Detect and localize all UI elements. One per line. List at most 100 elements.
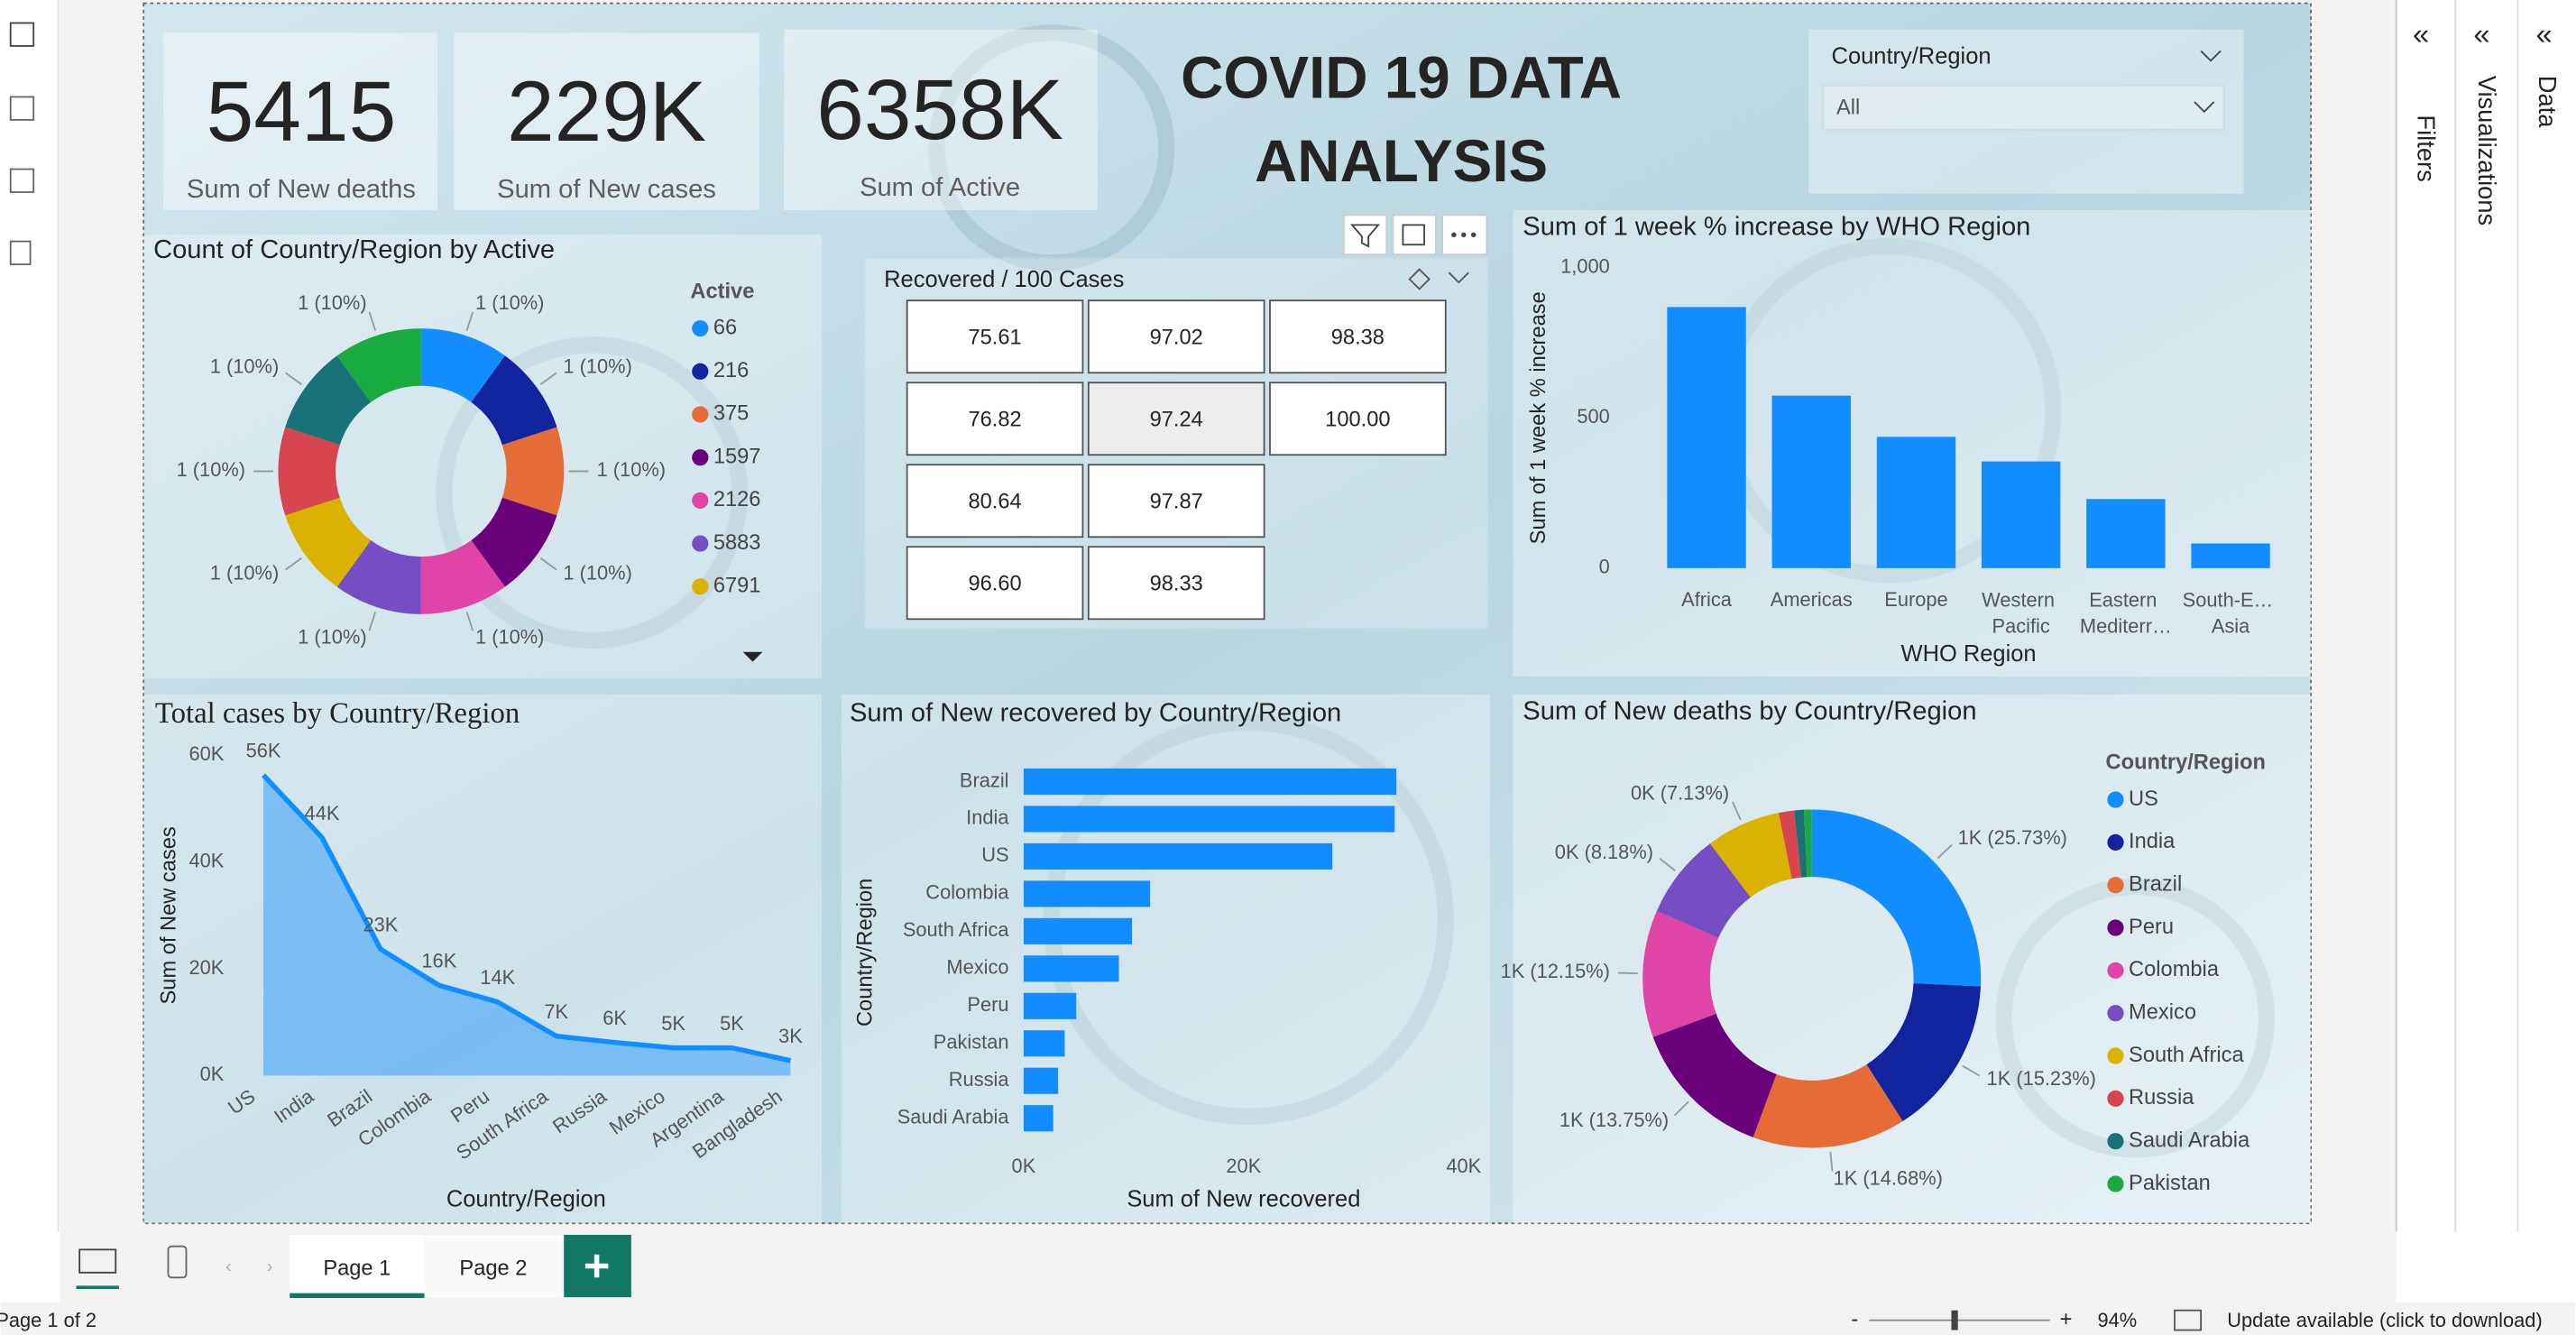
bar: [1981, 461, 2061, 568]
panel: [143, 235, 823, 678]
data-label: 6K: [603, 1007, 627, 1029]
update-notice[interactable]: Update available (click to download): [2227, 1309, 2542, 1331]
donut-segment: [501, 427, 565, 516]
legend-title: Country/Region: [2106, 751, 2266, 775]
page-tab-label[interactable]: Page 2: [459, 1257, 527, 1280]
slicer-value[interactable]: All: [1836, 96, 1860, 119]
chevron[interactable]: [2200, 50, 2222, 62]
x-tick-label: Western Pacific: [1982, 588, 2060, 637]
report-view-icon[interactable]: [9, 22, 35, 47]
leader-line: [285, 372, 302, 385]
leader-line: [368, 611, 377, 631]
model-view-icon[interactable]: [9, 168, 35, 193]
chevron[interactable]: [1448, 272, 1469, 284]
donut-segment: [278, 427, 340, 516]
left-bar: [0, 0, 59, 1232]
donut-segment: [336, 328, 421, 402]
zoom-thumb[interactable]: [1951, 1310, 1958, 1330]
legend-marker: [692, 535, 709, 552]
leader-line: [1962, 1064, 1981, 1077]
table-cell: [906, 299, 1084, 374]
zoom-out[interactable]: -: [1851, 1308, 1858, 1331]
report-title: COVID 19 DATA: [1181, 44, 1622, 110]
mobile-icon[interactable]: [167, 1245, 188, 1279]
legend-label: US: [2129, 787, 2158, 811]
bar: [1023, 955, 1119, 982]
data-label: 1K (15.23%): [1987, 1067, 2096, 1090]
slicer-box: [1808, 29, 2244, 194]
legend-marker: [692, 319, 709, 337]
page-tab[interactable]: [290, 1234, 425, 1298]
legend-label: Pakistan: [2129, 1172, 2211, 1195]
slicer-dropdown[interactable]: [1822, 84, 2225, 131]
y-tick-label: 40K: [189, 849, 225, 871]
dax-view-icon[interactable]: [9, 240, 32, 265]
card-value: 6358K: [816, 62, 1063, 158]
y-tick-label: Pakistan: [934, 1031, 1009, 1054]
eraser-icon[interactable]: [1408, 268, 1431, 290]
x-axis-title: Country/Region: [446, 1186, 606, 1211]
desktop-icon[interactable]: [78, 1248, 117, 1274]
chart-title: Total cases by Country/Region: [155, 697, 520, 730]
legend-label: 216: [713, 359, 749, 382]
data-label: 1K (14.68%): [1834, 1166, 1943, 1189]
focus-button[interactable]: [1392, 214, 1437, 256]
donut-segment: [1656, 843, 1751, 938]
canvas-border: [143, 2, 2313, 1225]
card: [163, 32, 438, 211]
collapse-icon[interactable]: «: [2473, 17, 2489, 51]
table-view-icon[interactable]: [9, 96, 35, 121]
legend-marker: [692, 492, 709, 509]
table-cell-text: 98.38: [1331, 326, 1385, 349]
fit-page-icon[interactable]: [2174, 1309, 2203, 1331]
legend-label: 5883: [713, 531, 761, 555]
card-label: Sum of New deaths: [187, 175, 416, 204]
leader-line: [1659, 858, 1676, 872]
x-tick-label: Europe: [1884, 588, 1947, 611]
donut-segment: [1652, 1013, 1777, 1137]
zoom-in[interactable]: +: [2060, 1308, 2073, 1331]
chevron[interactable]: [2194, 101, 2215, 114]
y-tick-label: Mexico: [946, 956, 1008, 979]
x-tick-label: Eastern Mediterr…: [2080, 588, 2172, 637]
leader-line: [1617, 971, 1638, 975]
data-label: 1 (10%): [475, 625, 544, 648]
data-label: 44K: [305, 802, 340, 824]
nav-prev[interactable]: ‹: [225, 1257, 232, 1277]
leader-line: [1829, 1151, 1834, 1172]
leader-line: [1937, 843, 1953, 860]
pane-label[interactable]: Filters: [2413, 115, 2441, 181]
table-cell-text: 76.82: [968, 408, 1021, 431]
dot: [1470, 232, 1477, 238]
x-tick-label: 40K: [1446, 1155, 1481, 1177]
pane-label[interactable]: Visualizations: [2473, 76, 2501, 226]
data-label: 3K: [778, 1025, 803, 1047]
bar: [1023, 880, 1151, 907]
y-tick-label: India: [966, 806, 1009, 829]
filter-button[interactable]: [1342, 214, 1388, 256]
nav-next[interactable]: ›: [267, 1257, 273, 1277]
donut-segment: [1811, 809, 1982, 987]
page-tab-label[interactable]: Page 1: [323, 1257, 391, 1280]
data-label: 1 (10%): [210, 355, 279, 378]
pane-label[interactable]: Data: [2534, 76, 2562, 128]
data-label: 7K: [544, 1000, 568, 1023]
table-cell: [906, 382, 1084, 456]
legend-label: Brazil: [2129, 872, 2182, 896]
page-tab[interactable]: [424, 1234, 563, 1298]
y-tick-label: 60K: [189, 742, 225, 765]
x-tick-label: South-E… Asia: [2183, 588, 2279, 637]
collapse-icon[interactable]: «: [2536, 17, 2553, 51]
x-axis-title: WHO Region: [1901, 641, 2037, 667]
legend-label: Mexico: [2129, 1000, 2196, 1024]
legend-scroll[interactable]: [742, 651, 763, 662]
legend-label: Russia: [2129, 1086, 2194, 1109]
legend-title: Active: [690, 280, 754, 303]
table-cell: [1269, 299, 1447, 374]
table-cell: [1087, 382, 1265, 456]
legend-label: Saudi Arabia: [2129, 1128, 2250, 1152]
y-tick-label: South Africa: [903, 918, 1010, 941]
collapse-icon[interactable]: «: [2413, 17, 2429, 51]
y-tick-label: 0: [1599, 556, 1610, 578]
